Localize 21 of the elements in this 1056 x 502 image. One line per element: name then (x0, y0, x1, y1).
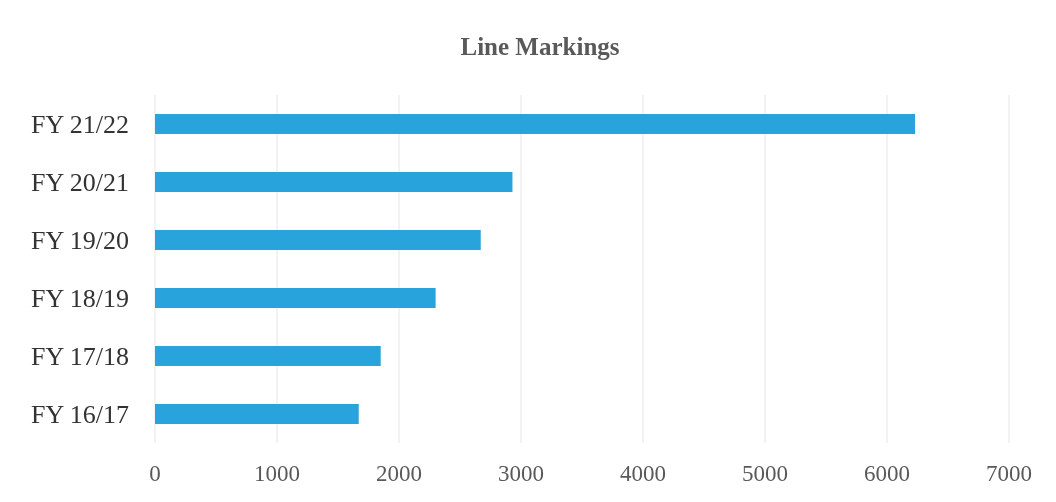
x-tick-label: 5000 (742, 461, 788, 487)
bar (155, 346, 381, 366)
x-tick-label: 4000 (620, 461, 666, 487)
y-tick-label: FY 18/19 (31, 284, 129, 314)
bar (155, 172, 513, 192)
bar (155, 288, 436, 308)
x-tick-label: 0 (149, 461, 161, 487)
x-tick-label: 6000 (864, 461, 910, 487)
chart-title: Line Markings (459, 33, 621, 61)
x-tick-label: 1000 (254, 461, 300, 487)
y-tick-label: FY 16/17 (31, 400, 129, 430)
y-tick-label: FY 21/22 (31, 110, 129, 140)
bar (155, 404, 359, 424)
bar (155, 114, 916, 134)
x-tick-label: 3000 (498, 461, 544, 487)
x-tick-label: 7000 (986, 461, 1032, 487)
y-tick-label: FY 19/20 (31, 226, 129, 256)
y-tick-label: FY 17/18 (31, 342, 129, 372)
bar (155, 230, 481, 250)
x-tick-label: 2000 (376, 461, 422, 487)
y-tick-label: FY 20/21 (31, 168, 129, 198)
